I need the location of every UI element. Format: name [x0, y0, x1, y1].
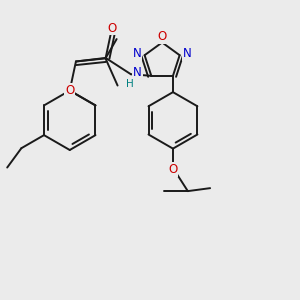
Text: H: H [126, 79, 133, 89]
Text: N: N [183, 47, 191, 60]
Text: N: N [133, 66, 142, 79]
Text: O: O [168, 163, 178, 176]
Text: O: O [158, 30, 167, 43]
Text: O: O [108, 22, 117, 35]
Text: N: N [133, 47, 142, 60]
Text: O: O [65, 84, 74, 97]
